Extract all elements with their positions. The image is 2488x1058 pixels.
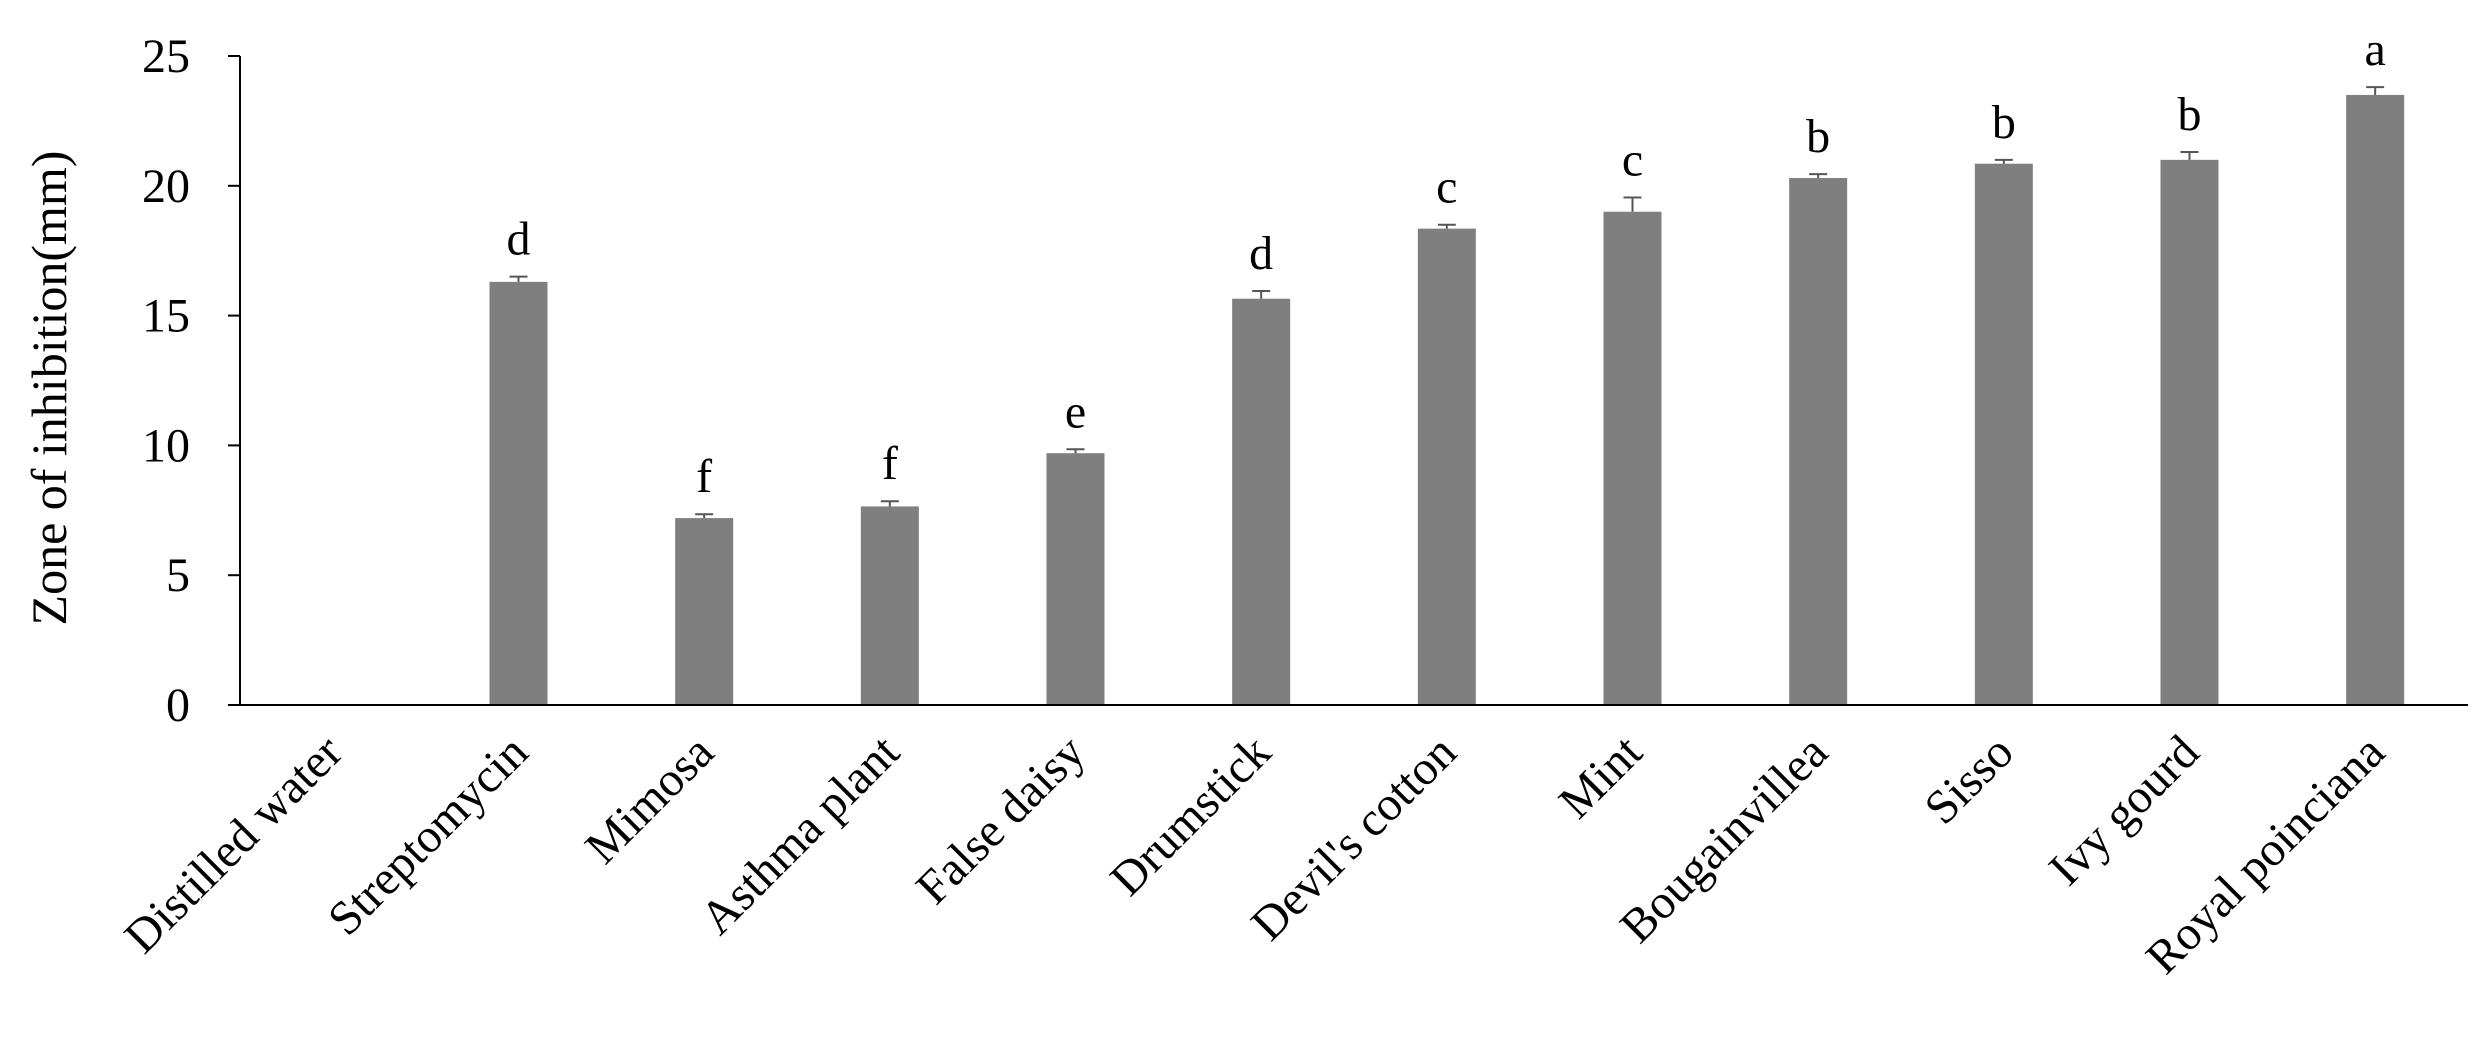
y-axis-ticks: 0 5 10 15 20 25 bbox=[142, 30, 240, 732]
category-label: Sisso bbox=[1914, 725, 2023, 834]
significance-letter: c bbox=[1622, 133, 1643, 186]
bars-group bbox=[489, 94, 2405, 706]
significance-letter: d bbox=[507, 213, 531, 266]
category-label: Asthma plant bbox=[690, 725, 910, 945]
significance-letter: e bbox=[1065, 385, 1086, 438]
y-tick-label: 5 bbox=[166, 549, 190, 602]
significance-letter: b bbox=[2178, 88, 2202, 141]
significance-letter: b bbox=[1806, 110, 1830, 163]
bar bbox=[2346, 94, 2405, 705]
category-label: Ivy gourd bbox=[2039, 725, 2209, 895]
error-bars-group bbox=[509, 86, 2385, 519]
significance-letter: f bbox=[882, 437, 898, 490]
bar bbox=[1789, 178, 1848, 706]
significance-letter: b bbox=[1992, 96, 2016, 149]
bar bbox=[675, 518, 734, 705]
significance-letter: a bbox=[2365, 23, 2386, 76]
y-tick-label: 20 bbox=[142, 160, 190, 213]
bar bbox=[1974, 163, 2033, 705]
y-axis-label: Zone of inhibition(mm) bbox=[21, 151, 77, 626]
bar bbox=[489, 281, 548, 705]
category-label: False daisy bbox=[906, 725, 1095, 914]
category-label: Drumstick bbox=[1100, 725, 1281, 906]
bar bbox=[1232, 298, 1291, 705]
category-label: Streptomycin bbox=[318, 725, 538, 945]
bar bbox=[1603, 211, 1662, 705]
y-tick-label: 10 bbox=[142, 419, 190, 472]
category-label: Distilled water bbox=[114, 725, 352, 963]
bar bbox=[1046, 453, 1105, 705]
category-label: Mimosa bbox=[575, 725, 724, 874]
significance-letters-group: d f f e d c c b b b a bbox=[507, 23, 2386, 503]
significance-letter: c bbox=[1436, 161, 1457, 214]
y-tick-label: 25 bbox=[142, 30, 190, 83]
y-tick-label: 0 bbox=[166, 679, 190, 732]
y-tick-label: 15 bbox=[142, 290, 190, 343]
significance-letter: d bbox=[1249, 227, 1273, 280]
bar bbox=[860, 506, 919, 705]
significance-letter: f bbox=[696, 450, 712, 503]
bar bbox=[1417, 228, 1476, 705]
bar bbox=[2160, 159, 2219, 706]
category-label: Mint bbox=[1549, 725, 1653, 829]
